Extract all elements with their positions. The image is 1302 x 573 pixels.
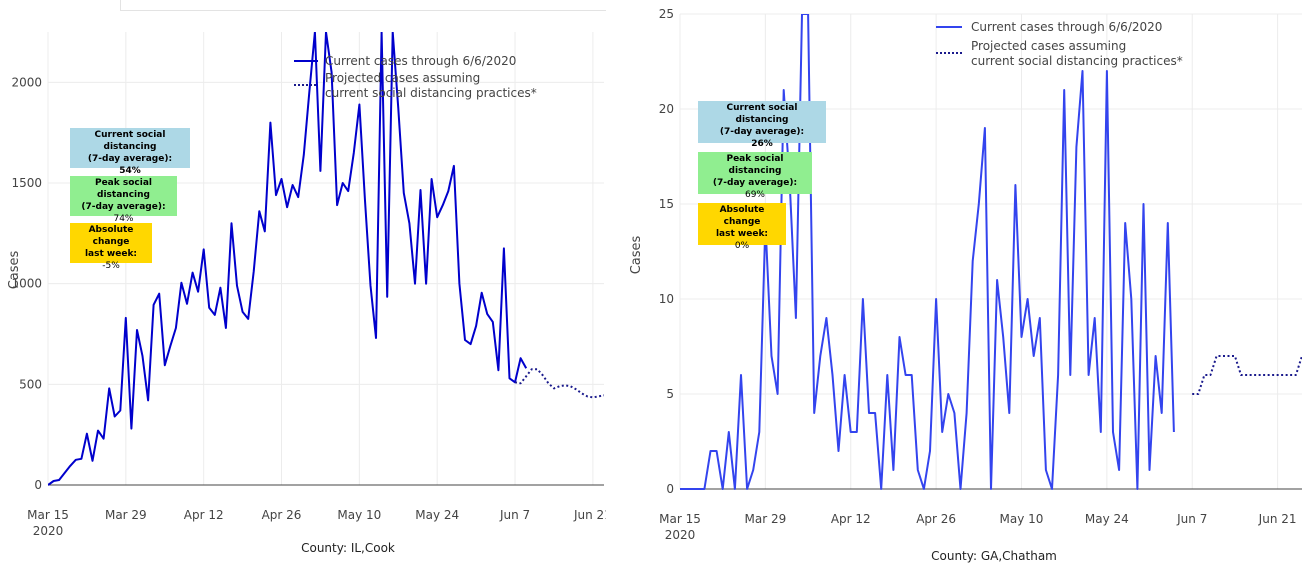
current-cases-line [48,32,528,486]
top-strip [120,0,607,11]
absolute-change-value: -5% [102,261,120,271]
peak-distancing-box: Peak social distancing (7-day average): … [698,152,812,200]
current-distancing-label-2: (7-day average): [87,154,173,164]
peak-distancing-label-1: Peak social distancing [726,154,784,176]
current-distancing-box: Current social distancing (7-day average… [698,101,826,149]
x-tick-year: 2020 [33,524,64,538]
absolute-change-label-2: last week: [715,229,769,239]
y-tick-label: 15 [659,197,674,211]
current-distancing-value: 26% [751,139,773,149]
x-tick-label: Jun 21 [573,508,612,522]
county-label: County: IL,Cook [301,541,395,555]
peak-distancing-box: Peak social distancing (7-day average): … [70,176,177,224]
absolute-change-label-1: Absolute change [88,225,134,247]
x-tick-label: Jun 7 [1176,512,1207,526]
peak-distancing-label-1: Peak social distancing [94,178,152,200]
current-distancing-label-1: Current social distancing [94,130,166,152]
y-tick-label: 500 [19,377,42,391]
x-tick-label: Apr 26 [916,512,956,526]
absolute-change-box: Absolute change last week: -5% [70,223,152,271]
y-axis-label: Cases [7,250,22,289]
current-distancing-label-1: Current social distancing [726,103,798,125]
y-tick-label: 1500 [11,176,42,190]
x-tick-label: Mar 15 [27,508,69,522]
x-tick-label: Mar 29 [745,512,787,526]
x-tick-label: May 10 [1000,512,1044,526]
projected-cases-line [514,368,604,399]
x-tick-label: Apr 12 [184,508,224,522]
x-tick-label: May 24 [1085,512,1129,526]
x-tick-label: Mar 15 [659,512,701,526]
current-distancing-box: Current social distancing (7-day average… [70,128,190,176]
x-tick-label: Apr 26 [262,508,302,522]
absolute-change-value: 0% [734,241,750,251]
y-tick-label: 10 [659,292,674,306]
legend-current-label: Current cases through 6/6/2020 [971,20,1162,34]
y-tick-label: 0 [666,482,674,496]
y-tick-label: 25 [659,7,674,21]
projected-cases-line [1192,355,1302,395]
current-cases-line [680,14,1175,490]
y-axis-label: Cases [629,235,644,274]
legend-projected-label-2: current social distancing practices* [325,86,537,100]
legend: Current cases through 6/6/2020 Projected… [294,54,537,100]
legend-current-label: Current cases through 6/6/2020 [325,54,516,68]
current-distancing-label-2: (7-day average): [719,127,805,137]
x-tick-label: Jun 7 [499,508,530,522]
peak-distancing-value: 74% [113,214,134,224]
y-tick-label: 1000 [11,277,42,291]
y-tick-label: 2000 [11,75,42,89]
chart-panel-right: Mar 15 2020 Mar 29 Apr 12 Apr 26 May 10 May 24… [606,0,1302,573]
y-tick-label: 5 [666,387,674,401]
absolute-change-box: Absolute change last week: 0% [698,203,786,251]
peak-distancing-value: 69% [744,190,765,200]
chart-panel-left: Mar 15 2020 Mar 29 Apr 12 Apr 26 May 10 May 24… [0,0,612,573]
current-distancing-value: 54% [119,166,141,176]
absolute-change-label-2: last week: [84,249,138,259]
x-tick-label: May 24 [415,508,459,522]
x-tick-year: 2020 [665,528,696,542]
y-tick-label: 0 [34,478,42,492]
chart-left: Mar 15 2020 Mar 29 Apr 12 Apr 26 May 10 May 24… [7,32,612,555]
chart-right: Mar 15 2020 Mar 29 Apr 12 Apr 26 May 10 May 24… [629,7,1302,563]
legend: Current cases through 6/6/2020 Projected… [936,20,1183,68]
peak-distancing-label-2: (7-day average): [81,202,166,212]
absolute-change-label-1: Absolute change [719,205,765,227]
peak-distancing-label-2: (7-day average): [712,178,798,188]
x-tick-label: May 10 [337,508,381,522]
legend-projected-label-1: Projected cases assuming [971,39,1126,53]
x-tick-label: Mar 29 [105,508,147,522]
x-tick-label: Apr 12 [831,512,871,526]
x-tick-label: Jun 21 [1258,512,1297,526]
legend-projected-label-1: Projected cases assuming [325,71,480,85]
county-label: County: GA,Chatham [931,549,1057,563]
y-tick-label: 20 [659,102,674,116]
legend-projected-label-2: current social distancing practices* [971,54,1183,68]
